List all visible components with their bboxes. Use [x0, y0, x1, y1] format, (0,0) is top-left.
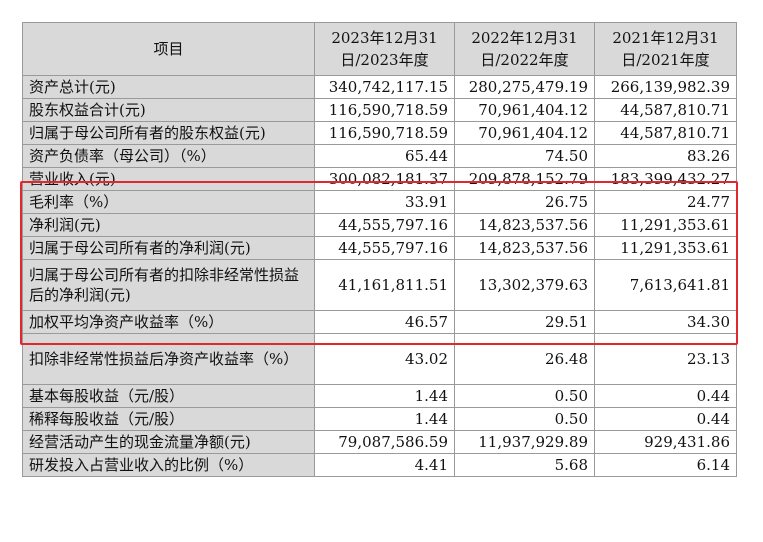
row-label: 股东权益合计(元) — [22, 98, 315, 122]
table-row: 股东权益合计(元) 116,590,718.59 70,961,404.12 4… — [22, 98, 737, 122]
cell-2023: 116,590,718.59 — [314, 98, 455, 122]
table-row: 经营活动产生的现金流量净额(元) 79,087,586.59 11,937,92… — [22, 430, 737, 454]
table-row: 资产总计(元) 340,742,117.15 280,275,479.19 26… — [22, 75, 737, 99]
table-row: 归属于母公司所有者的扣除非经常性损益后的净利润(元) 41,161,811.51… — [22, 259, 737, 311]
cell-2022: 11,937,929.89 — [454, 430, 595, 454]
cell-2022: 209,878,152.79 — [454, 167, 595, 191]
cell-2022: 5.68 — [454, 453, 595, 477]
row-label: 营业收入(元) — [22, 167, 315, 191]
table-row: 毛利率（%） 33.91 26.75 24.77 — [22, 190, 737, 214]
cell-2022: 26.48 — [454, 333, 595, 385]
cell-2021: 7,613,641.81 — [594, 259, 737, 311]
cell-2022: 0.50 — [454, 407, 595, 431]
cell-2023: 44,555,797.16 — [314, 236, 455, 260]
table-row: 稀释每股收益（元/股） 1.44 0.50 0.44 — [22, 407, 737, 431]
cell-2022: 14,823,537.56 — [454, 236, 595, 260]
header-2021: 2021年12月31日/2021年度 — [594, 22, 737, 76]
cell-2023: 46.57 — [314, 310, 455, 334]
row-label: 扣除非经常性损益后净资产收益率（%） — [22, 333, 315, 385]
table-row: 加权平均净资产收益率（%） 46.57 29.51 34.30 — [22, 310, 737, 334]
cell-2023: 41,161,811.51 — [314, 259, 455, 311]
row-label: 归属于母公司所有者的扣除非经常性损益后的净利润(元) — [22, 259, 315, 311]
financial-indicators-table: 项目 2023年12月31日/2023年度 2022年12月31日/2022年度… — [22, 22, 737, 477]
header-2023: 2023年12月31日/2023年度 — [314, 22, 455, 76]
row-label: 毛利率（%） — [22, 190, 315, 214]
header-2022: 2022年12月31日/2022年度 — [454, 22, 595, 76]
table-header: 项目 2023年12月31日/2023年度 2022年12月31日/2022年度… — [22, 22, 737, 76]
header-item: 项目 — [22, 22, 315, 76]
cell-2022: 26.75 — [454, 190, 595, 214]
cell-2022: 13,302,379.63 — [454, 259, 595, 311]
row-label: 基本每股收益（元/股） — [22, 384, 315, 408]
cell-2022: 70,961,404.12 — [454, 121, 595, 145]
row-label: 资产总计(元) — [22, 75, 315, 99]
row-label: 净利润(元) — [22, 213, 315, 237]
table-row: 资产负债率（母公司）（%） 65.44 74.50 83.26 — [22, 144, 737, 168]
cell-2021: 11,291,353.61 — [594, 236, 737, 260]
financial-table-container: 项目 2023年12月31日/2023年度 2022年12月31日/2022年度… — [20, 22, 738, 477]
row-label: 资产负债率（母公司）（%） — [22, 144, 315, 168]
cell-2022: 74.50 — [454, 144, 595, 168]
cell-2022: 29.51 — [454, 310, 595, 334]
cell-2023: 340,742,117.15 — [314, 75, 455, 99]
table-body: 资产总计(元) 340,742,117.15 280,275,479.19 26… — [22, 75, 737, 477]
cell-2023: 79,087,586.59 — [314, 430, 455, 454]
cell-2023: 4.41 — [314, 453, 455, 477]
cell-2021: 266,139,982.39 — [594, 75, 737, 99]
cell-2022: 0.50 — [454, 384, 595, 408]
table-row: 营业收入(元) 300,082,181.37 209,878,152.79 18… — [22, 167, 737, 191]
cell-2021: 183,399,432.27 — [594, 167, 737, 191]
row-label: 归属于母公司所有者的净利润(元) — [22, 236, 315, 260]
cell-2021: 23.13 — [594, 333, 737, 385]
cell-2023: 1.44 — [314, 407, 455, 431]
cell-2023: 43.02 — [314, 333, 455, 385]
row-label: 经营活动产生的现金流量净额(元) — [22, 430, 315, 454]
cell-2022: 70,961,404.12 — [454, 98, 595, 122]
header-row: 项目 2023年12月31日/2023年度 2022年12月31日/2022年度… — [22, 22, 737, 76]
table-row: 研发投入占营业收入的比例（%） 4.41 5.68 6.14 — [22, 453, 737, 477]
cell-2021: 44,587,810.71 — [594, 121, 737, 145]
cell-2023: 116,590,718.59 — [314, 121, 455, 145]
cell-2021: 929,431.86 — [594, 430, 737, 454]
table-row: 基本每股收益（元/股） 1.44 0.50 0.44 — [22, 384, 737, 408]
cell-2021: 44,587,810.71 — [594, 98, 737, 122]
cell-2023: 1.44 — [314, 384, 455, 408]
cell-2021: 0.44 — [594, 407, 737, 431]
row-label: 稀释每股收益（元/股） — [22, 407, 315, 431]
table-row: 归属于母公司所有者的股东权益(元) 116,590,718.59 70,961,… — [22, 121, 737, 145]
table-row: 扣除非经常性损益后净资产收益率（%） 43.02 26.48 23.13 — [22, 333, 737, 385]
cell-2022: 280,275,479.19 — [454, 75, 595, 99]
cell-2021: 0.44 — [594, 384, 737, 408]
row-label: 归属于母公司所有者的股东权益(元) — [22, 121, 315, 145]
cell-2023: 300,082,181.37 — [314, 167, 455, 191]
cell-2021: 83.26 — [594, 144, 737, 168]
cell-2022: 14,823,537.56 — [454, 213, 595, 237]
row-label: 研发投入占营业收入的比例（%） — [22, 453, 315, 477]
table-row: 归属于母公司所有者的净利润(元) 44,555,797.16 14,823,53… — [22, 236, 737, 260]
cell-2023: 33.91 — [314, 190, 455, 214]
cell-2021: 34.30 — [594, 310, 737, 334]
row-label: 加权平均净资产收益率（%） — [22, 310, 315, 334]
cell-2023: 44,555,797.16 — [314, 213, 455, 237]
cell-2021: 6.14 — [594, 453, 737, 477]
table-row: 净利润(元) 44,555,797.16 14,823,537.56 11,29… — [22, 213, 737, 237]
cell-2023: 65.44 — [314, 144, 455, 168]
cell-2021: 11,291,353.61 — [594, 213, 737, 237]
cell-2021: 24.77 — [594, 190, 737, 214]
